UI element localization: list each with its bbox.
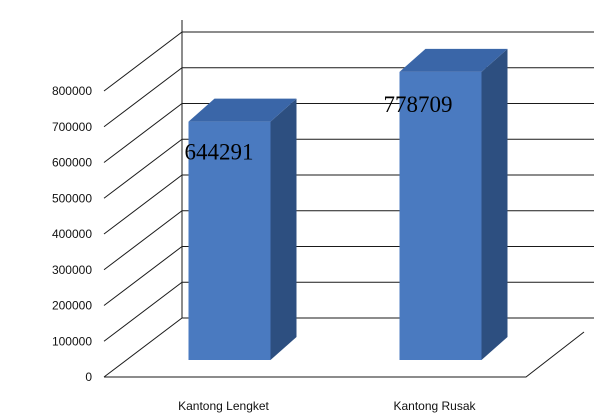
y-tick-label: 200000 xyxy=(52,299,92,313)
y-tick-label: 600000 xyxy=(52,156,92,170)
y-tick-label: 500000 xyxy=(52,191,92,205)
gridline xyxy=(103,210,594,271)
y-tick-label: 400000 xyxy=(52,227,92,241)
bar-side xyxy=(481,48,508,360)
bar-2 xyxy=(399,48,508,360)
bar-front xyxy=(188,121,271,360)
x-axis-category-labels: Kantong Lengket Kantong Rusak xyxy=(178,399,476,413)
chart-bars xyxy=(188,48,508,360)
bar-top xyxy=(399,48,508,72)
y-tick-label: 100000 xyxy=(52,334,92,348)
gridline xyxy=(103,67,594,128)
bar-1 xyxy=(188,98,297,360)
y-axis-tick-labels: 0 100000 200000 300000 400000 500000 600000 700… xyxy=(52,84,92,384)
y-tick-label: 300000 xyxy=(52,263,92,277)
y-tick-label: 800000 xyxy=(52,84,92,98)
chart-data-labels: 644291 778709 xyxy=(185,92,453,165)
bar-side xyxy=(270,98,297,360)
x-category-label: Kantong Rusak xyxy=(393,399,476,413)
data-label: 644291 xyxy=(185,140,254,165)
bar-top xyxy=(188,98,297,122)
x-category-label: Kantong Lengket xyxy=(178,399,269,413)
gridline xyxy=(103,138,594,199)
gridline xyxy=(103,31,594,92)
gridline xyxy=(103,103,594,163)
y-tick-label: 700000 xyxy=(52,120,92,134)
bar-front xyxy=(399,71,482,360)
gridline xyxy=(103,281,594,342)
y-tick-label: 0 xyxy=(85,370,92,384)
chart-gridlines xyxy=(103,20,594,378)
gridline xyxy=(103,317,594,378)
floor-edge xyxy=(104,331,585,378)
gridline xyxy=(103,246,594,306)
gridline xyxy=(103,174,594,235)
data-label: 778709 xyxy=(384,92,453,117)
